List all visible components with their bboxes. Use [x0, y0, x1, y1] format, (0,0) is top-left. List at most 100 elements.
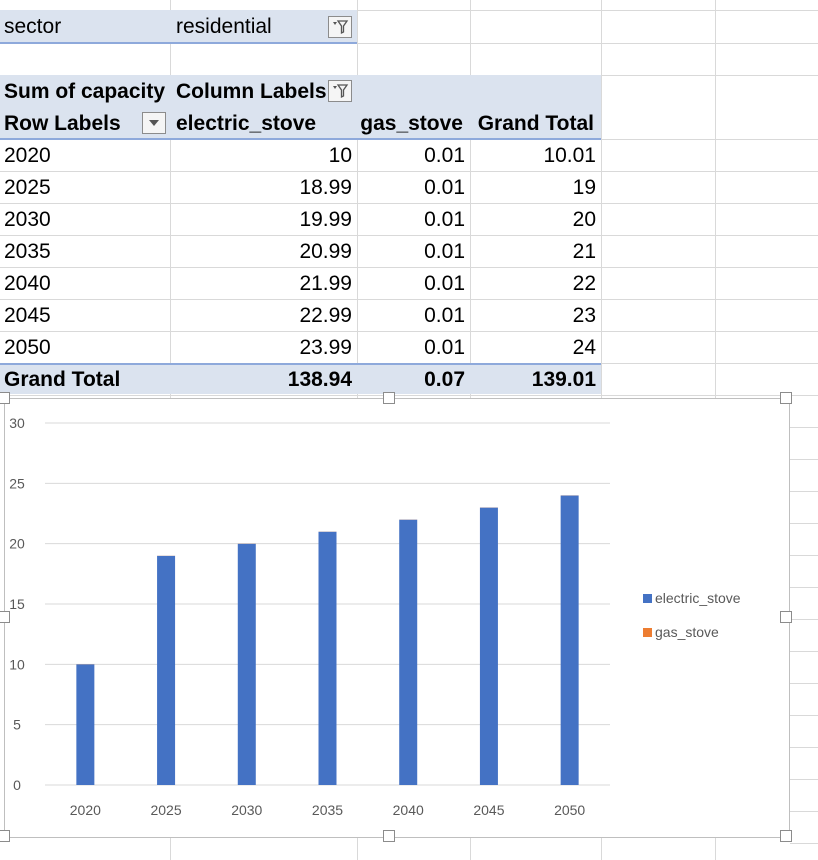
grand-total-electric-stove: 138.94 [287, 368, 352, 391]
resize-handle-top-right[interactable] [780, 392, 792, 404]
filter-dropdown-button[interactable] [328, 16, 352, 38]
x-tick-label: 2030 [231, 802, 262, 818]
grand-total-gas-stove: 0.07 [424, 368, 465, 391]
grid-row-line [0, 235, 818, 236]
grid-row-line [790, 619, 818, 620]
legend-swatch [643, 628, 652, 637]
resize-handle-bottom-right[interactable] [780, 830, 792, 842]
grid-row-line [0, 395, 818, 396]
chevron-down-icon [149, 120, 159, 126]
bar-electric-stove [479, 507, 498, 785]
grid-row-line [790, 683, 818, 684]
row-labels-dropdown-button[interactable] [142, 112, 166, 134]
x-tick-label: 2020 [70, 802, 101, 818]
y-tick-label: 5 [13, 717, 21, 733]
filter-separator [0, 42, 357, 44]
resize-handle-top-center[interactable] [383, 392, 395, 404]
grid-row-line [790, 715, 818, 716]
bar-electric-stove [399, 519, 418, 785]
cell-electric-stove: 19.99 [299, 208, 352, 231]
cell-grand-total: 10.01 [543, 144, 596, 167]
row-label: 2045 [4, 304, 51, 327]
cell-electric-stove: 23.99 [299, 336, 352, 359]
cell-grand-total: 19 [572, 176, 596, 199]
filter-funnel-icon [333, 84, 349, 99]
y-tick-label: 10 [9, 656, 25, 672]
row-label: 2020 [4, 144, 51, 167]
pivot-value-field: Sum of capacity [4, 80, 166, 103]
bar-electric-stove [237, 543, 256, 785]
legend-label: electric_stove [655, 590, 741, 606]
pivot-header-separator [0, 138, 601, 140]
grid-row-line [790, 587, 818, 588]
grid-row-line [0, 267, 818, 268]
column-header-gas-stove: gas_stove [360, 112, 463, 135]
grid-row-line [0, 171, 818, 172]
cell-gas-stove: 0.01 [424, 272, 465, 295]
cell-electric-stove: 21.99 [299, 272, 352, 295]
grid-row-line [790, 523, 818, 524]
row-label: 2050 [4, 336, 51, 359]
grid-row-line [790, 491, 818, 492]
grid-row-line [790, 843, 818, 844]
column-header-grand-total: Grand Total [477, 112, 594, 135]
grid-row-line [0, 10, 818, 11]
y-tick-label: 0 [13, 777, 21, 793]
grid-row-line [0, 43, 818, 44]
resize-handle-bottom-left[interactable] [0, 830, 10, 842]
x-tick-label: 2035 [312, 802, 343, 818]
grid-row-line [0, 299, 818, 300]
grid-row-line [790, 779, 818, 780]
resize-handle-middle-left[interactable] [0, 611, 10, 623]
pivot-chart[interactable]: 0 5 10 15 20 25 30 2020 2025 2030 2035 2040 2045 2050… [4, 398, 790, 838]
bar-electric-stove [560, 495, 579, 785]
cell-electric-stove: 20.99 [299, 240, 352, 263]
cell-gas-stove: 0.01 [424, 336, 465, 359]
x-tick-label: 2040 [393, 802, 424, 818]
cell-gas-stove: 0.01 [424, 176, 465, 199]
legend-swatch [643, 594, 652, 603]
pivot-header-band [0, 75, 601, 139]
resize-handle-top-left[interactable] [0, 392, 10, 404]
y-tick-label: 25 [9, 475, 25, 491]
row-label: 2030 [4, 208, 51, 231]
filter-value[interactable]: residential [176, 15, 272, 38]
y-tick-label: 15 [9, 596, 25, 612]
cell-gas-stove: 0.01 [424, 240, 465, 263]
pivot-total-band [0, 364, 601, 394]
x-tick-label: 2025 [150, 802, 181, 818]
grid-row-line [790, 651, 818, 652]
cell-electric-stove: 18.99 [299, 176, 352, 199]
row-label: 2035 [4, 240, 51, 263]
grid-row-line [790, 747, 818, 748]
grand-total-grand-total: 139.01 [531, 368, 596, 391]
x-tick-label: 2050 [554, 802, 585, 818]
row-label: 2025 [4, 176, 51, 199]
bar-electric-stove [318, 531, 337, 785]
column-labels-dropdown-button[interactable] [328, 80, 352, 102]
grid-row-line [790, 427, 818, 428]
bar-electric-stove [76, 664, 95, 785]
cell-gas-stove: 0.01 [424, 304, 465, 327]
filter-label: sector [4, 15, 62, 38]
cell-grand-total: 23 [572, 304, 596, 327]
y-tick-label: 30 [9, 415, 25, 431]
grid-row-line [0, 203, 818, 204]
resize-handle-middle-right[interactable] [780, 611, 792, 623]
bar-electric-stove [157, 555, 176, 785]
grand-total-label: Grand Total [4, 368, 121, 391]
filter-funnel-icon [333, 20, 349, 35]
pivot-total-separator [0, 363, 601, 365]
resize-handle-bottom-center[interactable] [383, 830, 395, 842]
legend-label: gas_stove [655, 624, 719, 640]
grid-row-line [790, 811, 818, 812]
cell-electric-stove: 10 [328, 144, 352, 167]
grid-row-line [790, 459, 818, 460]
row-label: 2040 [4, 272, 51, 295]
pivot-row-labels: Row Labels [4, 112, 121, 135]
cell-grand-total: 22 [572, 272, 596, 295]
cell-gas-stove: 0.01 [424, 144, 465, 167]
cell-gas-stove: 0.01 [424, 208, 465, 231]
grid-row-line [790, 555, 818, 556]
